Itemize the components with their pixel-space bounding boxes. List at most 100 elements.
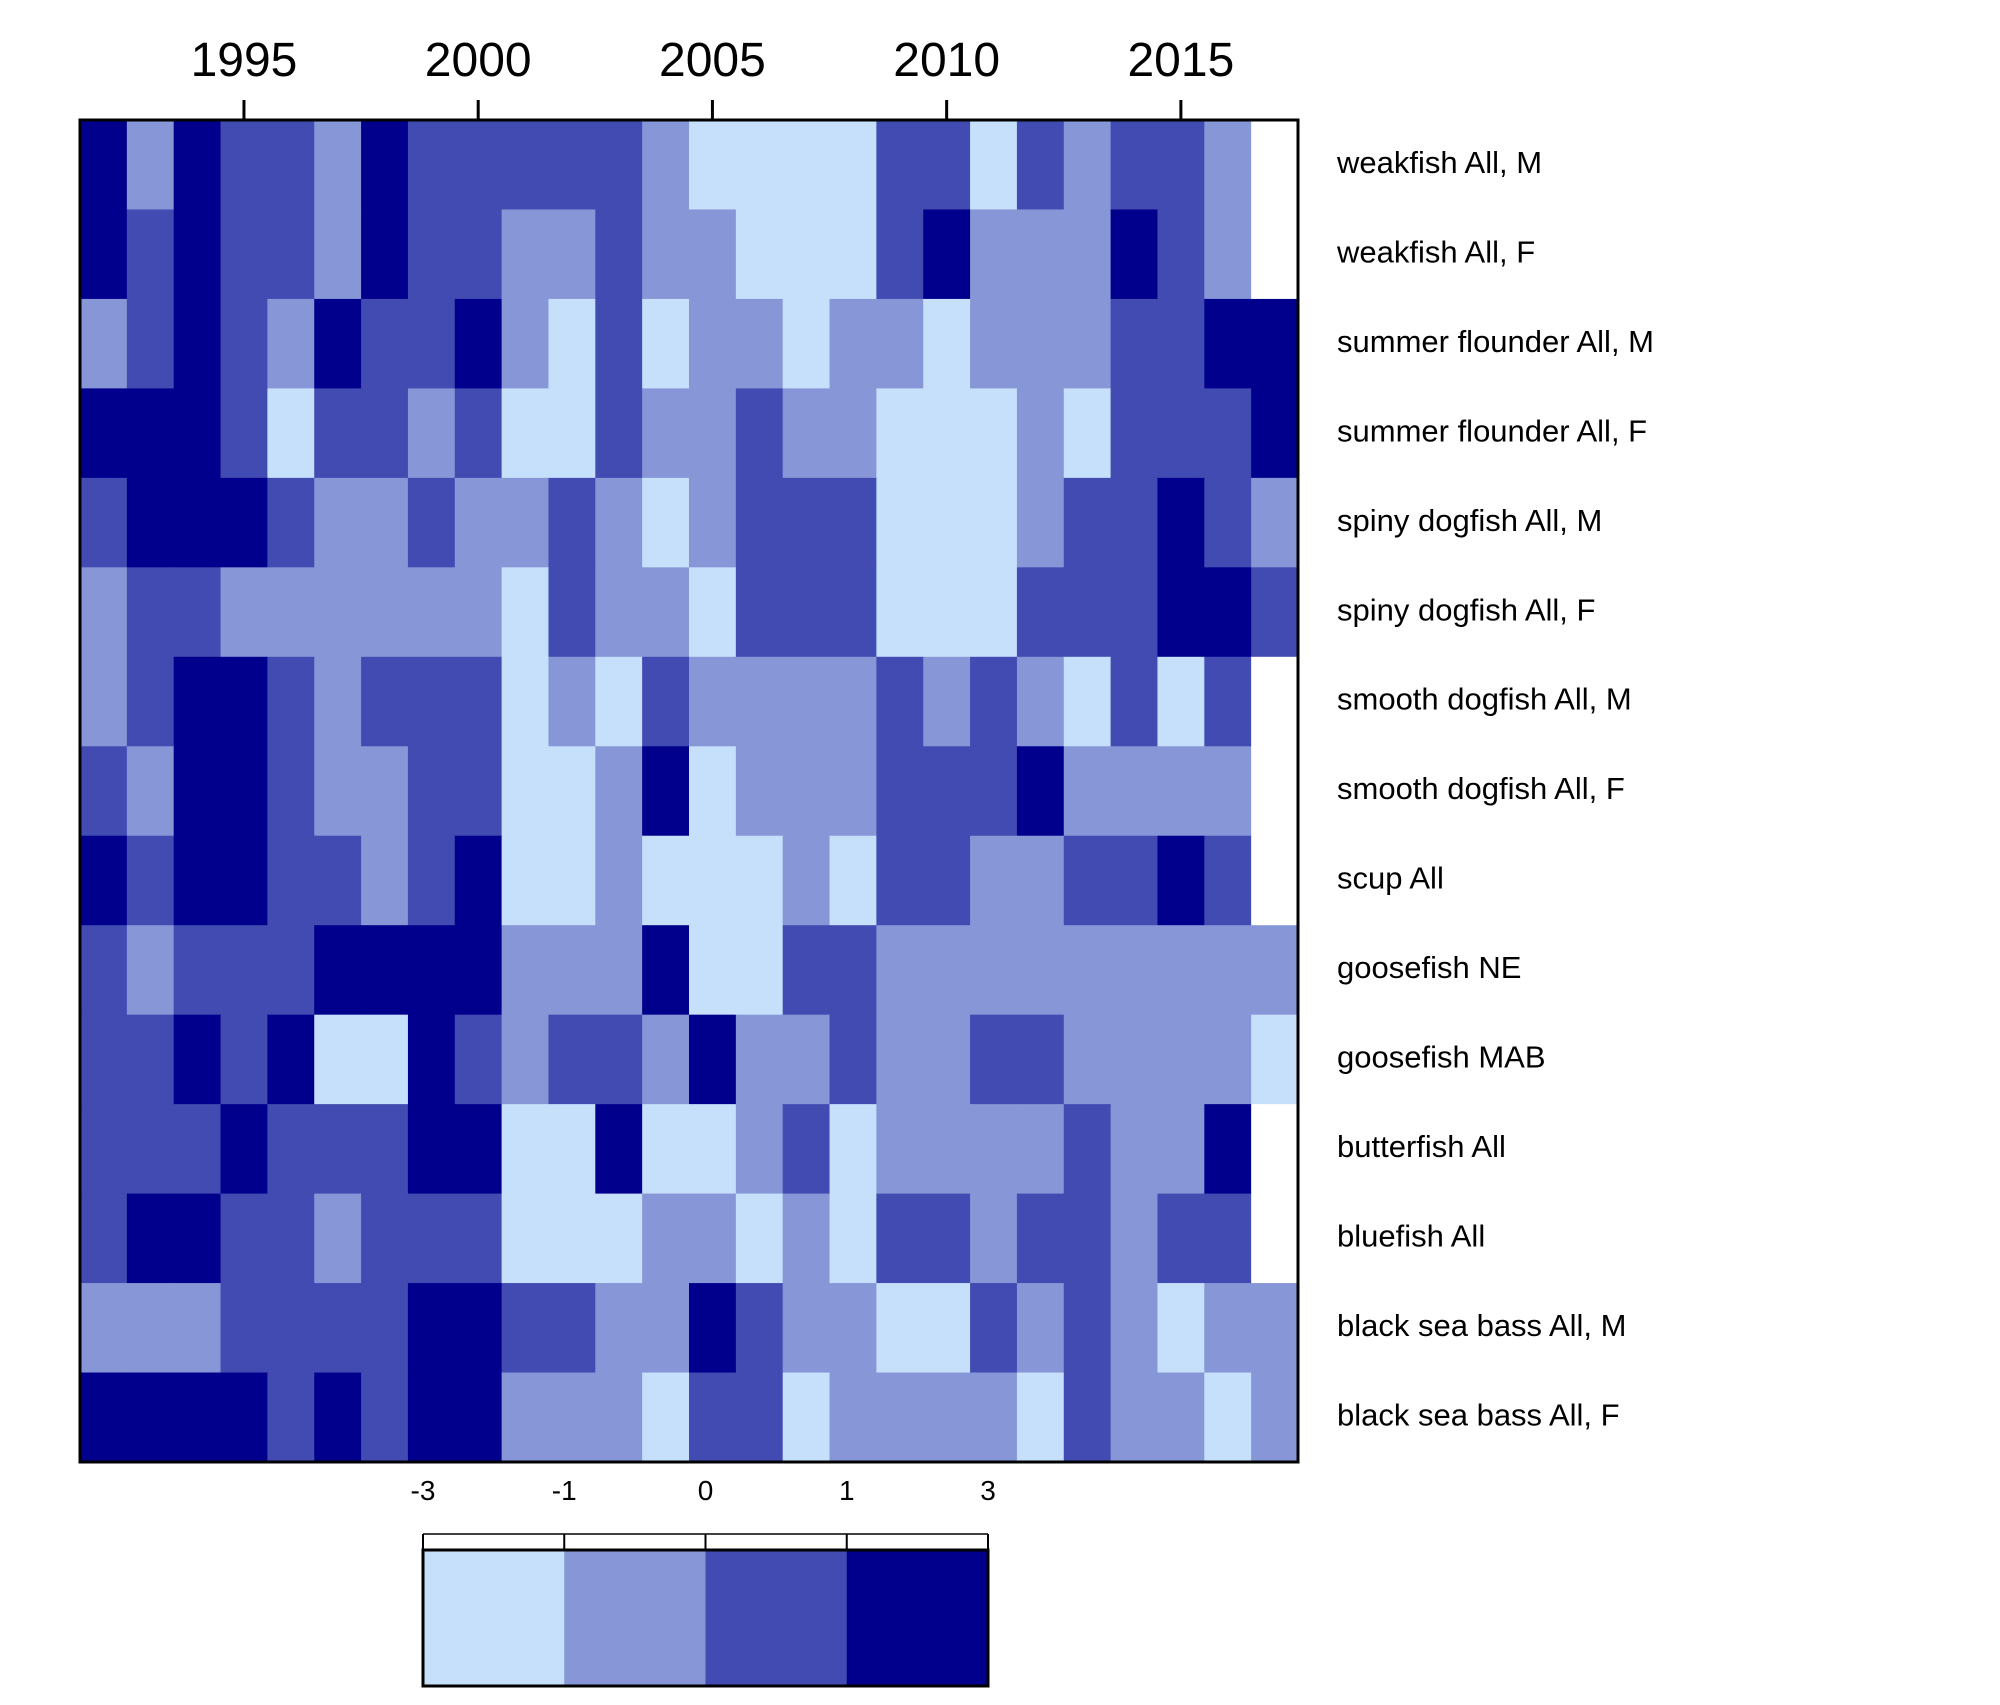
- heatmap-cell: [1016, 209, 1065, 300]
- heatmap-cell: [595, 1193, 643, 1284]
- heatmap-cell: [1251, 746, 1299, 837]
- heatmap-cell: [80, 1193, 128, 1284]
- heatmap-cell: [642, 835, 690, 926]
- heatmap-cell: [1063, 746, 1112, 837]
- legend-tick-label: -1: [552, 1475, 577, 1506]
- heatmap-cell: [970, 477, 1018, 568]
- row-label: weakfish All, M: [1336, 145, 1542, 180]
- heatmap-cell: [829, 1014, 877, 1105]
- row-label: spiny dogfish All, F: [1337, 592, 1595, 627]
- row-label: scup All: [1337, 861, 1444, 896]
- heatmap-cell: [220, 209, 268, 300]
- heatmap-cell: [1204, 1104, 1252, 1195]
- heatmap-cell: [80, 388, 128, 479]
- heatmap-cell: [970, 209, 1018, 300]
- heatmap-cell: [1251, 1283, 1299, 1374]
- heatmap-cell: [80, 1014, 128, 1105]
- heatmap-cell: [173, 120, 222, 211]
- heatmap-cell: [454, 656, 503, 747]
- heatmap-cell: [1063, 477, 1112, 568]
- row-label: summer flounder All, F: [1337, 413, 1647, 448]
- heatmap-cell: [1157, 656, 1205, 747]
- heatmap-cell: [923, 1104, 971, 1195]
- heatmap-cell: [829, 656, 877, 747]
- heatmap-cell: [454, 388, 503, 479]
- heatmap-cell: [314, 477, 362, 568]
- heatmap-cell: [501, 1104, 550, 1195]
- x-axis-top: 1995 2000 2005 2010 2015: [191, 34, 1234, 120]
- heatmap-cell: [1204, 209, 1252, 300]
- heatmap-cell: [80, 298, 128, 389]
- heatmap-cell: [782, 567, 831, 658]
- heatmap-cell: [689, 1014, 737, 1105]
- heatmap-cell: [970, 1372, 1018, 1463]
- heatmap-cell: [1063, 656, 1112, 747]
- heatmap-cell: [1063, 1372, 1112, 1463]
- heatmap-cell: [1063, 120, 1112, 211]
- heatmap-cell: [689, 656, 737, 747]
- heatmap-cell: [126, 1283, 175, 1374]
- heatmap-cell: [595, 209, 643, 300]
- heatmap-cell: [220, 1283, 268, 1374]
- heatmap-cell: [923, 835, 971, 926]
- row-label: goosefish MAB: [1337, 1040, 1546, 1075]
- heatmap-cell: [361, 925, 409, 1016]
- heatmap-cell: [689, 835, 737, 926]
- heatmap-cell: [126, 1104, 175, 1195]
- heatmap-cell: [501, 835, 550, 926]
- heatmap-cell: [1063, 1014, 1112, 1105]
- heatmap-cell: [501, 209, 550, 300]
- heatmap-cell: [1016, 1193, 1065, 1284]
- heatmap-cell: [267, 746, 315, 837]
- heatmap-cell: [1204, 1283, 1252, 1374]
- heatmap-cell: [876, 567, 924, 658]
- heatmap-cell: [1016, 388, 1065, 479]
- heatmap-cell: [1110, 746, 1159, 837]
- heatmap-cell: [501, 567, 550, 658]
- heatmap-cell: [501, 388, 550, 479]
- x-tick-label: 2015: [1127, 34, 1234, 87]
- heatmap-cell: [1251, 1014, 1299, 1105]
- heatmap-cell: [970, 1014, 1018, 1105]
- heatmap-cell: [454, 1193, 503, 1284]
- heatmap-cell: [314, 209, 362, 300]
- heatmap-cell: [454, 925, 503, 1016]
- heatmap-cell: [80, 1104, 128, 1195]
- heatmap-cell: [501, 1014, 550, 1105]
- heatmap-cell: [642, 925, 690, 1016]
- heatmap-cell: [876, 925, 924, 1016]
- heatmap-cell: [267, 388, 315, 479]
- heatmap-cell: [314, 835, 362, 926]
- heatmap-cell: [829, 477, 877, 568]
- heatmap-cell: [829, 1104, 877, 1195]
- heatmap-cell: [1016, 746, 1065, 837]
- heatmap-cell: [173, 388, 222, 479]
- heatmap-cell: [923, 1014, 971, 1105]
- row-label: smooth dogfish All, F: [1337, 771, 1625, 806]
- heatmap-cell: [970, 567, 1018, 658]
- heatmap-cell: [220, 567, 268, 658]
- heatmap-cell: [1063, 1104, 1112, 1195]
- heatmap-cell: [595, 1104, 643, 1195]
- heatmap-cell: [642, 1372, 690, 1463]
- heatmap-cell: [782, 746, 831, 837]
- heatmap-cell: [970, 1104, 1018, 1195]
- heatmap-cell: [1157, 298, 1205, 389]
- heatmap-cell: [126, 209, 175, 300]
- heatmap-cell: [548, 1104, 596, 1195]
- heatmap-cell: [267, 1014, 315, 1105]
- heatmap-cell: [267, 1193, 315, 1284]
- heatmap-cell: [1016, 925, 1065, 1016]
- heatmap-cell: [407, 1372, 456, 1463]
- heatmap-cell: [970, 925, 1018, 1016]
- heatmap-cell: [1063, 835, 1112, 926]
- heatmap-cell: [689, 120, 737, 211]
- heatmap-cell: [80, 1372, 128, 1463]
- heatmap-cell: [876, 746, 924, 837]
- heatmap-cell: [407, 477, 456, 568]
- heatmap-cell: [595, 567, 643, 658]
- heatmap-cell: [970, 1283, 1018, 1374]
- heatmap-cell: [1110, 835, 1159, 926]
- heatmap-cell: [970, 746, 1018, 837]
- heatmap-cell: [1251, 1372, 1299, 1463]
